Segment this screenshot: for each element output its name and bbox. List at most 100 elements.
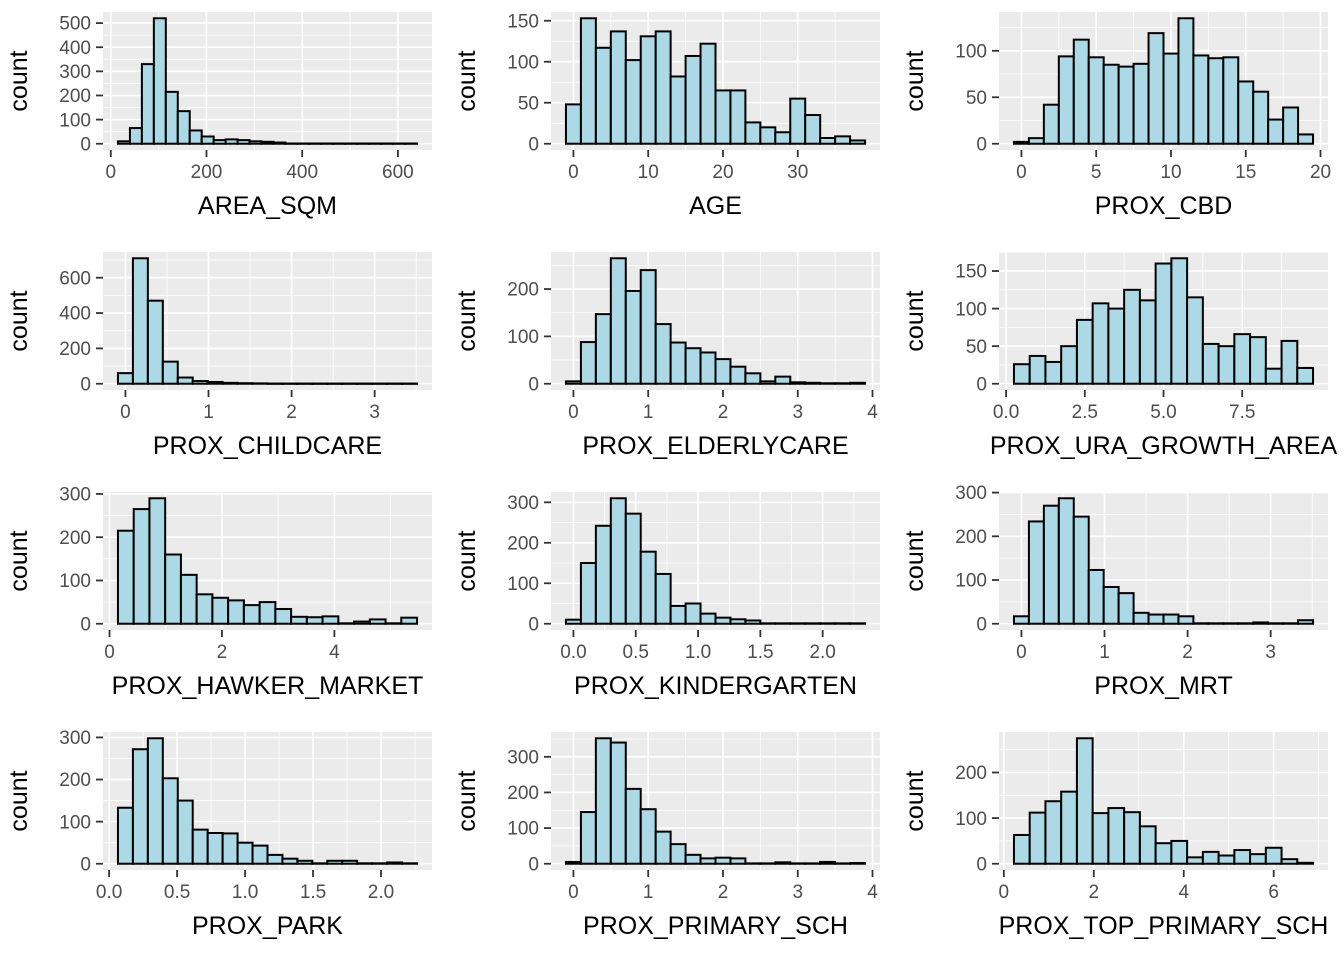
histogram-bar xyxy=(200,135,215,145)
histogram-bar xyxy=(131,257,149,385)
histogram-bar xyxy=(774,131,792,145)
histogram-bar xyxy=(211,596,230,625)
x-tick-label: 0 xyxy=(568,402,579,423)
histogram-bar xyxy=(258,601,277,625)
y-tick-label: 100 xyxy=(507,574,539,595)
histogram-bar xyxy=(774,375,792,385)
y-tick-label: 0 xyxy=(528,614,539,635)
histogram-bar xyxy=(1170,839,1189,865)
histogram-bar xyxy=(1280,858,1299,865)
x-tick-label: 0.0 xyxy=(993,402,1019,423)
x-tick-label: 1.0 xyxy=(685,642,711,663)
histogram-bar xyxy=(804,114,822,145)
x-tick-label: 0 xyxy=(1016,642,1027,663)
y-tick-label: 100 xyxy=(955,571,987,592)
histogram-bar xyxy=(1249,853,1267,865)
x-axis: 0 200 400 600 xyxy=(105,150,414,183)
y-axis: 0 100 200 300 xyxy=(507,493,551,635)
histogram-bar xyxy=(684,853,702,865)
histogram-bar xyxy=(188,129,203,145)
bars xyxy=(1012,257,1315,385)
x-tick-label: 0.0 xyxy=(96,882,122,903)
y-axis-title: count xyxy=(901,770,929,831)
histogram-bar xyxy=(146,299,164,385)
y-tick-label: 150 xyxy=(955,262,987,283)
y-tick-label: 0 xyxy=(976,374,987,395)
x-tick-label: 30 xyxy=(787,162,808,183)
histogram-bar xyxy=(699,857,717,865)
histogram-bar xyxy=(729,857,747,865)
histogram-bar xyxy=(789,97,807,145)
histogram-bar xyxy=(624,787,642,865)
x-tick-label: 0 xyxy=(120,402,131,423)
histogram-bar xyxy=(128,127,143,145)
histogram-bar xyxy=(594,524,612,625)
histogram-bar xyxy=(176,376,194,385)
y-tick-label: 0 xyxy=(528,854,539,875)
y-tick-label: 0 xyxy=(80,614,91,635)
histogram-bar xyxy=(1027,520,1045,625)
y-tick-label: 50 xyxy=(966,337,987,358)
histogram-bar xyxy=(579,811,597,865)
histogram-bar xyxy=(1012,140,1030,145)
x-tick-label: 3 xyxy=(792,882,803,903)
histogram-bar xyxy=(564,103,582,145)
histogram-bar xyxy=(281,857,299,865)
histogram-svg-prox_mrt: 0 1 2 3 0 100 200 300 PROX_MRT count xyxy=(901,483,1328,700)
histogram-bar xyxy=(206,380,224,385)
histogram-bar xyxy=(206,832,224,865)
x-axis-title: AGE xyxy=(689,192,742,220)
histogram-bar xyxy=(1267,118,1285,145)
y-tick-label: 300 xyxy=(59,485,91,506)
histogram-bar xyxy=(1123,811,1141,865)
histogram-bar xyxy=(1087,568,1105,625)
histogram-bar xyxy=(714,358,732,385)
x-axis: 0 5 10 15 20 xyxy=(1016,150,1331,183)
bars xyxy=(564,497,867,625)
y-axis-title: count xyxy=(453,290,481,351)
histogram-bar xyxy=(236,382,254,385)
y-axis: 0 100 200 300 xyxy=(59,728,103,875)
x-axis-title: PROX_MRT xyxy=(1094,672,1232,700)
histogram-bar xyxy=(221,381,239,385)
histogram-bar xyxy=(1012,615,1030,625)
y-axis-title: count xyxy=(5,290,33,351)
x-tick-label: 1.5 xyxy=(747,642,773,663)
histogram-bar xyxy=(564,618,582,625)
histogram-bar xyxy=(1117,65,1135,145)
histogram-bar xyxy=(321,615,340,625)
y-tick-label: 500 xyxy=(59,14,91,35)
histogram-bar xyxy=(699,351,717,385)
histogram-bar xyxy=(368,618,387,625)
y-tick-label: 300 xyxy=(59,728,91,749)
histogram-bar xyxy=(789,381,807,385)
bars xyxy=(116,257,419,385)
histogram-bar xyxy=(1028,354,1047,385)
y-axis: 0 200 400 600 xyxy=(59,268,103,395)
y-tick-label: 50 xyxy=(518,93,539,114)
histogram-bar xyxy=(1252,621,1270,625)
histogram-bar xyxy=(849,139,867,145)
histogram-bar xyxy=(116,372,134,385)
bars xyxy=(564,737,867,865)
x-tick-label: 0 xyxy=(104,642,115,663)
histogram-bar xyxy=(1138,299,1157,385)
histogram-bar xyxy=(341,859,359,865)
x-tick-label: 15 xyxy=(1235,162,1256,183)
histogram-bar xyxy=(116,806,134,865)
histogram-bar xyxy=(221,832,239,865)
y-tick-label: 200 xyxy=(507,533,539,554)
histogram-bar xyxy=(353,620,371,625)
y-tick-label: 200 xyxy=(59,770,91,791)
histogram-bar xyxy=(819,136,837,145)
histogram-bar xyxy=(148,497,167,625)
y-axis: 0 100 200 300 xyxy=(955,483,999,635)
histogram-svg-prox_cbd: 0 5 10 15 20 0 50 100 PROX_CBD count xyxy=(901,12,1331,220)
histogram-bar xyxy=(639,35,657,145)
x-tick-label: 7.5 xyxy=(1229,402,1255,423)
x-tick-label: 10 xyxy=(1160,162,1181,183)
histogram-bar xyxy=(1154,262,1173,385)
histogram-svg-prox_ura_growth_area: 0.0 2.5 5.0 7.5 0 50 100 150 PROX_URA_GROWTH_ARE… xyxy=(901,251,1337,460)
histogram-bar xyxy=(1075,737,1094,865)
y-tick-label: 0 xyxy=(976,614,987,635)
